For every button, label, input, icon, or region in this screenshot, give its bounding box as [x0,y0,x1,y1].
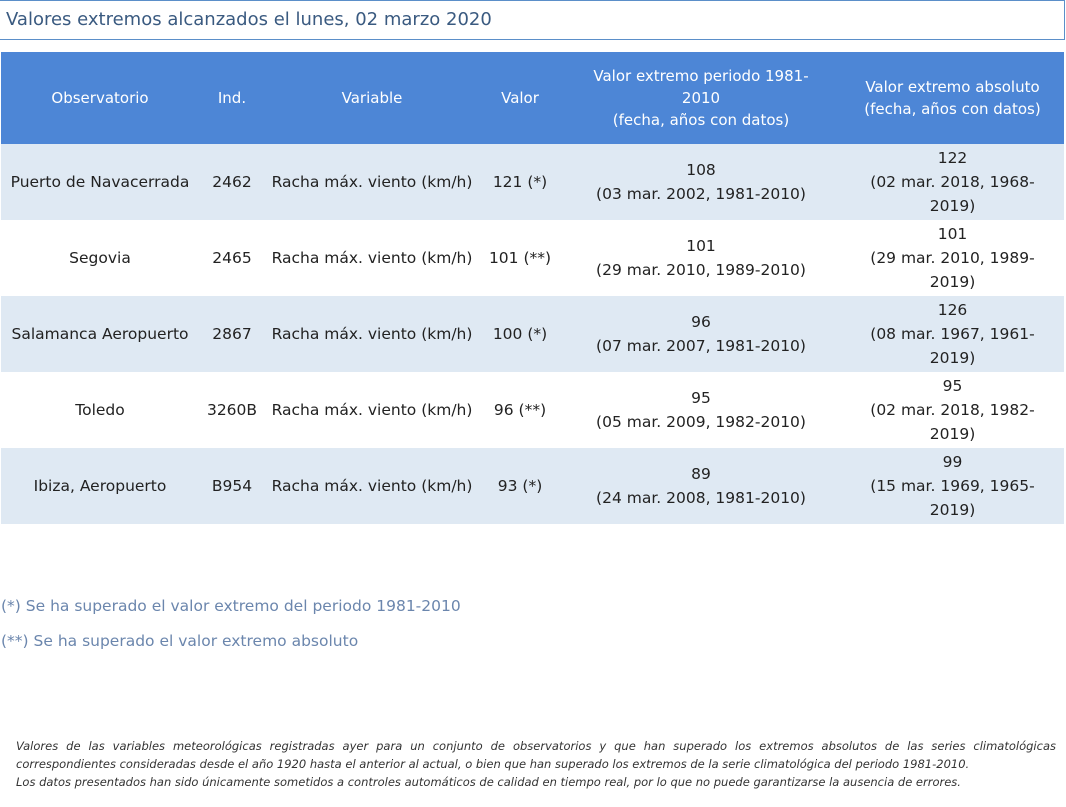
cell-variable: Racha máx. viento (km/h) [265,372,479,448]
cell-periodo-detalle: (05 mar. 2009, 1982-2010) [596,413,806,431]
cell-variable: Racha máx. viento (km/h) [265,448,479,524]
legend-absolute-exceeded: (**) Se ha superado el valor extremo abs… [1,632,359,650]
cell-ind: 2462 [199,144,265,220]
cell-absoluto-detalle: (08 mar. 1967, 1961-2019) [870,325,1035,367]
cell-valor: 96 (**) [479,372,561,448]
header-periodo: Valor extremo periodo 1981- 2010 (fecha,… [561,52,841,144]
footnote-disclaimer: Los datos presentados han sido únicament… [16,775,961,789]
header-variable: Variable [265,52,479,144]
cell-observatorio: Salamanca Aeropuerto [1,296,199,372]
footnote: Valores de las variables meteorológicas … [16,737,1056,791]
cell-periodo: 96 (07 mar. 2007, 1981-2010) [561,296,841,372]
cell-valor: 100 (*) [479,296,561,372]
header-periodo-line1: Valor extremo periodo 1981- [593,67,809,85]
cell-absoluto-detalle: (29 mar. 2010, 1989-2019) [870,249,1035,291]
cell-absoluto-detalle: (02 mar. 2018, 1968-2019) [870,173,1035,215]
table-row: Salamanca Aeropuerto 2867 Racha máx. vie… [1,296,1064,372]
cell-periodo-detalle: (03 mar. 2002, 1981-2010) [596,185,806,203]
cell-absoluto-valor: 99 [942,453,963,471]
extremes-table: Observatorio Ind. Variable Valor Valor e… [1,52,1064,524]
cell-valor: 121 (*) [479,144,561,220]
table-row: Puerto de Navacerrada 2462 Racha máx. vi… [1,144,1064,220]
cell-ind: B954 [199,448,265,524]
cell-absoluto-valor: 101 [937,225,968,243]
cell-absoluto-valor: 95 [942,377,963,395]
table-row: Segovia 2465 Racha máx. viento (km/h) 10… [1,220,1064,296]
cell-valor: 93 (*) [479,448,561,524]
cell-absoluto: 122 (02 mar. 2018, 1968-2019) [841,144,1064,220]
cell-periodo: 108 (03 mar. 2002, 1981-2010) [561,144,841,220]
header-absoluto-line1: Valor extremo absoluto [865,78,1040,96]
cell-variable: Racha máx. viento (km/h) [265,220,479,296]
cell-absoluto-valor: 122 [937,149,968,167]
cell-variable: Racha máx. viento (km/h) [265,144,479,220]
cell-absoluto: 95 (02 mar. 2018, 1982-2019) [841,372,1064,448]
header-periodo-line2: 2010 [681,89,721,107]
cell-absoluto-detalle: (15 mar. 1969, 1965-2019) [870,477,1035,519]
cell-absoluto-valor: 126 [937,301,968,319]
header-valor: Valor [479,52,561,144]
table-row: Toledo 3260B Racha máx. viento (km/h) 96… [1,372,1064,448]
header-periodo-line3: (fecha, años con datos) [612,111,790,129]
table-row: Ibiza, Aeropuerto B954 Racha máx. viento… [1,448,1064,524]
cell-variable: Racha máx. viento (km/h) [265,296,479,372]
cell-periodo-valor: 95 [691,389,711,407]
cell-periodo-valor: 101 [686,237,716,255]
cell-absoluto: 99 (15 mar. 1969, 1965-2019) [841,448,1064,524]
header-ind: Ind. [199,52,265,144]
cell-absoluto: 126 (08 mar. 1967, 1961-2019) [841,296,1064,372]
cell-periodo: 95 (05 mar. 2009, 1982-2010) [561,372,841,448]
cell-valor: 101 (**) [479,220,561,296]
title-bar: Valores extremos alcanzados el lunes, 02… [0,0,1065,40]
cell-periodo-valor: 96 [691,313,711,331]
header-absoluto-line2: (fecha, años con datos) [864,100,1041,118]
cell-absoluto-detalle: (02 mar. 2018, 1982-2019) [870,401,1035,443]
header-absoluto: Valor extremo absoluto (fecha, años con … [841,52,1064,144]
cell-observatorio: Puerto de Navacerrada [1,144,199,220]
cell-observatorio: Toledo [1,372,199,448]
cell-periodo-detalle: (24 mar. 2008, 1981-2010) [596,489,806,507]
legend-period-exceeded: (*) Se ha superado el valor extremo del … [1,597,461,615]
cell-absoluto: 101 (29 mar. 2010, 1989-2019) [841,220,1064,296]
cell-periodo: 101 (29 mar. 2010, 1989-2010) [561,220,841,296]
cell-ind: 2465 [199,220,265,296]
cell-periodo-valor: 108 [686,161,716,179]
table-header-row: Observatorio Ind. Variable Valor Valor e… [1,52,1064,144]
header-observatorio: Observatorio [1,52,199,144]
cell-ind: 3260B [199,372,265,448]
cell-periodo-valor: 89 [691,465,711,483]
page-title: Valores extremos alcanzados el lunes, 02… [6,9,492,30]
cell-observatorio: Segovia [1,220,199,296]
cell-observatorio: Ibiza, Aeropuerto [1,448,199,524]
cell-periodo: 89 (24 mar. 2008, 1981-2010) [561,448,841,524]
cell-ind: 2867 [199,296,265,372]
footnote-description: Valores de las variables meteorológicas … [16,739,1056,771]
cell-periodo-detalle: (29 mar. 2010, 1989-2010) [596,261,806,279]
cell-periodo-detalle: (07 mar. 2007, 1981-2010) [596,337,806,355]
